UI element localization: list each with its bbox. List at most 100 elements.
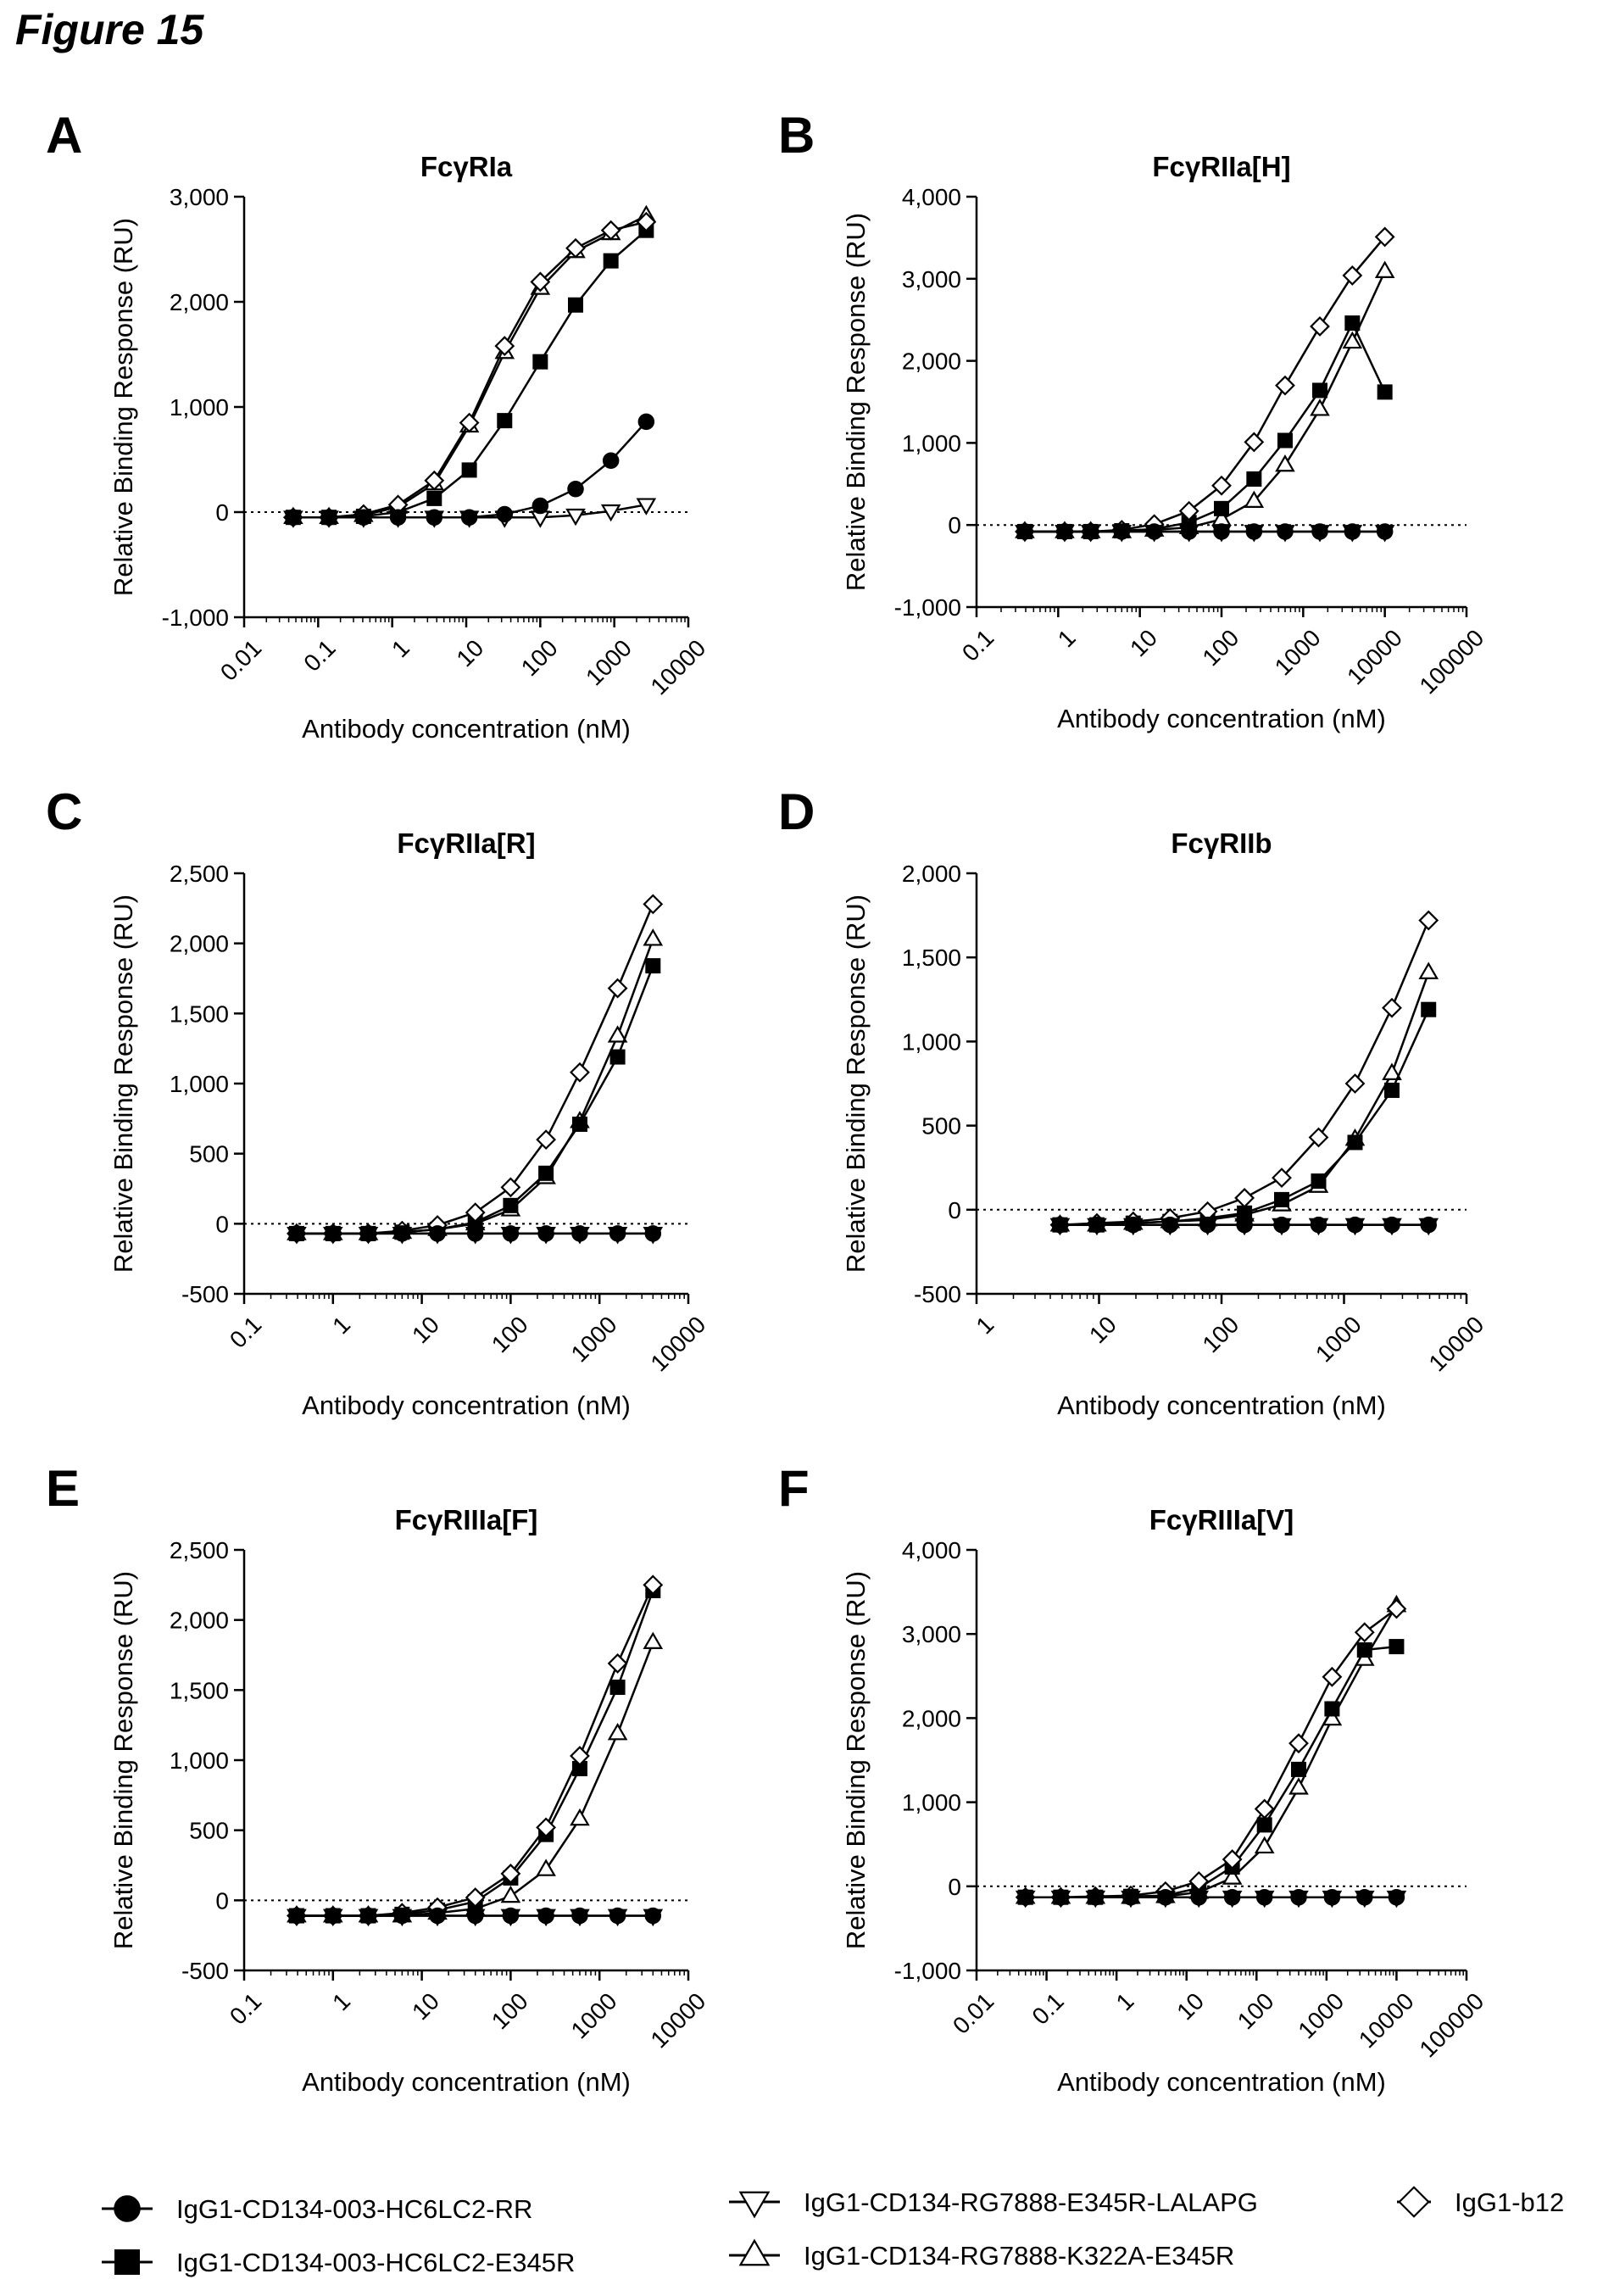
data-point [1180,523,1198,540]
data-point [600,504,621,522]
data-point [1354,1622,1375,1643]
data-point [1418,910,1439,931]
data-point [1324,1701,1340,1717]
data-point [1356,1888,1373,1906]
series-b12 [287,894,664,1244]
x-tick-label: 100 [516,634,563,681]
data-point [1222,1867,1243,1885]
data-point [1087,1888,1105,1906]
data-point [1122,1888,1139,1906]
data-point [459,412,480,433]
legend: IgG1-CD134-003-HC6LC2-RR IgG1-CD134-003-H… [102,2186,1564,2277]
data-point [536,1129,557,1151]
legend-item-b12: IgG1-b12 [1397,2186,1564,2218]
y-tick-label: 2,500 [170,1537,229,1563]
y-axis-label: Relative Binding Response (RU) [841,1571,871,1949]
data-point [600,220,621,241]
data-point [538,1165,554,1181]
x-tick-label: 1000 [1311,1311,1366,1367]
x-tick-label: 100000 [1414,624,1489,699]
data-point [1254,1836,1275,1854]
data-point [1246,471,1262,487]
data-point [570,1746,590,1766]
data-point [1308,1127,1329,1148]
data-point [1236,1216,1253,1234]
data-point [1190,1888,1208,1906]
x-tick-label: 1 [1053,624,1081,652]
y-tick-label: 0 [948,512,961,538]
data-point [1344,1073,1366,1094]
data-point [355,509,372,526]
y-tick-label: -500 [914,1281,961,1307]
data-point [603,253,619,269]
x-tick-label: 0.1 [957,624,999,666]
x-tick-label: 0.01 [215,634,266,685]
y-tick-label: 3,000 [170,184,229,210]
data-point [1016,523,1033,540]
x-tick-label: 1 [327,1311,355,1339]
data-point [636,211,657,232]
data-point [285,509,302,526]
chart-title: FcγRIIb [1171,828,1272,859]
data-point [1311,523,1328,540]
data-point [1342,331,1363,349]
data-point [570,1808,590,1826]
chart-panel-f: F FcγRIIIa[V] -1,000 0 1,000 2,000 3,000 4,000 0… [778,1460,1489,2097]
y-tick-label: 1,500 [170,1677,229,1703]
series-e345r [285,222,654,526]
data-point [1254,1798,1275,1820]
series-line [1024,320,1386,533]
data-point [536,1817,557,1838]
legend-label: IgG1-CD134-RG7888-K322A-E345R [804,2241,1234,2271]
data-point [502,1907,520,1925]
series-rr [285,413,655,526]
y-tick-label: 3,000 [902,1621,961,1647]
y-tick-label: 500 [189,1141,229,1168]
series-lalapg [1015,1890,1407,1909]
chart-panel-c: C FcγRIIa[R] -500 0 500 1,000 1,500 2,000 2,500 0… [46,783,710,1420]
x-tick-label: 1 [971,1311,999,1339]
data-point [645,958,661,974]
x-axis-label: Antibody concentration (nM) [302,2067,631,2097]
series-line [1025,1645,1397,1898]
data-point [1310,1216,1327,1234]
series-line [1060,972,1430,1226]
data-point [1382,1062,1402,1080]
data-point [1383,1216,1400,1234]
data-point [1342,265,1363,286]
data-point [1377,384,1393,400]
x-tick-label: 10000 [1342,624,1407,689]
data-point [1290,1888,1307,1906]
y-tick-label: 4,000 [902,1537,961,1563]
data-point [607,1723,628,1741]
y-tick-label: 2,500 [170,861,229,887]
x-axis-label: Antibody concentration (nM) [1057,1390,1386,1420]
data-point [1277,523,1294,540]
series-b12 [287,1574,664,1926]
series-k322a [1015,1594,1407,1904]
data-point [643,1631,664,1649]
legend-marker [114,2195,141,2222]
x-tick-label: 100 [1233,1987,1279,2034]
data-point [325,1225,342,1242]
legend-item-rr: IgG1-CD134-003-HC6LC2-RR [102,2194,532,2224]
data-point [571,1225,588,1242]
x-tick-label: 0.1 [225,1987,266,2029]
legend-item-e345r: IgG1-CD134-003-HC6LC2-E345R [102,2248,575,2277]
data-point [607,978,628,999]
data-point [1310,398,1330,416]
series-rr [1051,1216,1437,1234]
y-tick-label: 0 [948,1874,961,1900]
data-point [466,1225,484,1242]
data-point [466,1907,484,1925]
chart-title: FcγRIIIa[F] [395,1504,538,1535]
chart-title: FcγRIIIa[V] [1149,1504,1294,1535]
data-point [393,1225,411,1242]
y-tick-label: -1,000 [162,605,229,631]
data-point [571,1116,587,1132]
data-point [1234,1188,1255,1208]
data-point [537,1907,554,1925]
data-point [644,1907,662,1925]
legend-label: IgG1-b12 [1455,2187,1564,2217]
